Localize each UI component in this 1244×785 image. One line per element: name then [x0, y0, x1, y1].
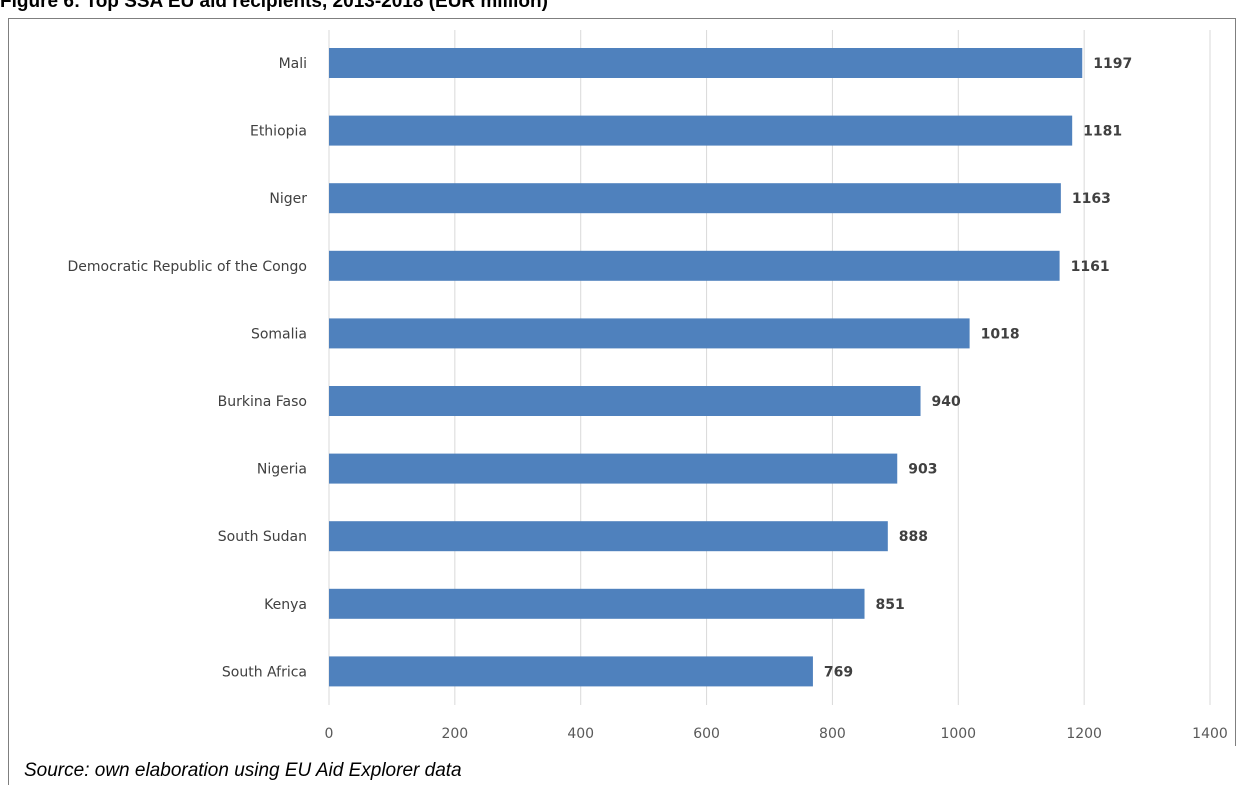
category-labels: Mali Ethiopia Niger Democratic Republic of … — [68, 56, 308, 680]
category-label: Mali — [279, 56, 307, 72]
x-axis-ticks: 0 200 400 600 800 1000 1200 1400 — [325, 726, 1228, 742]
data-label: 851 — [876, 597, 905, 613]
bar — [329, 454, 897, 484]
bar — [329, 183, 1061, 213]
data-label: 888 — [899, 529, 928, 545]
data-label: 903 — [908, 462, 937, 478]
bar — [329, 589, 865, 619]
bar — [329, 116, 1072, 146]
category-label: Kenya — [264, 597, 307, 613]
category-label: Ethiopia — [250, 124, 307, 140]
bar — [329, 521, 888, 551]
x-tick-label: 0 — [325, 726, 334, 742]
x-tick-label: 1400 — [1192, 726, 1228, 742]
category-label: Democratic Republic of the Congo — [68, 259, 307, 275]
category-label: Niger — [269, 191, 307, 207]
x-tick-label: 400 — [567, 726, 594, 742]
x-tick-label: 600 — [693, 726, 720, 742]
source-note: Source: own elaboration using EU Aid Exp… — [24, 760, 462, 782]
bar — [329, 318, 970, 348]
category-label: Somalia — [251, 326, 307, 342]
data-label: 769 — [824, 664, 853, 680]
bar — [329, 386, 921, 416]
data-label: 1181 — [1083, 124, 1122, 140]
x-tick-label: 200 — [441, 726, 468, 742]
category-label: Burkina Faso — [218, 394, 307, 410]
bar — [329, 656, 813, 686]
x-tick-label: 1200 — [1066, 726, 1102, 742]
data-labels: 1197 1181 1163 1161 1018 940 903 888 851 769 — [824, 56, 1132, 680]
data-label: 1163 — [1072, 191, 1111, 207]
data-label: 1197 — [1093, 56, 1132, 72]
x-tick-label: 1000 — [940, 726, 976, 742]
bars — [329, 48, 1082, 686]
category-label: South Sudan — [218, 529, 307, 545]
x-tick-label: 800 — [819, 726, 846, 742]
bar — [329, 251, 1060, 281]
bar — [329, 48, 1082, 78]
data-label: 940 — [932, 394, 961, 410]
data-label: 1161 — [1071, 259, 1110, 275]
data-label: 1018 — [981, 326, 1020, 342]
category-label: Nigeria — [257, 462, 307, 478]
category-label: South Africa — [222, 664, 307, 680]
